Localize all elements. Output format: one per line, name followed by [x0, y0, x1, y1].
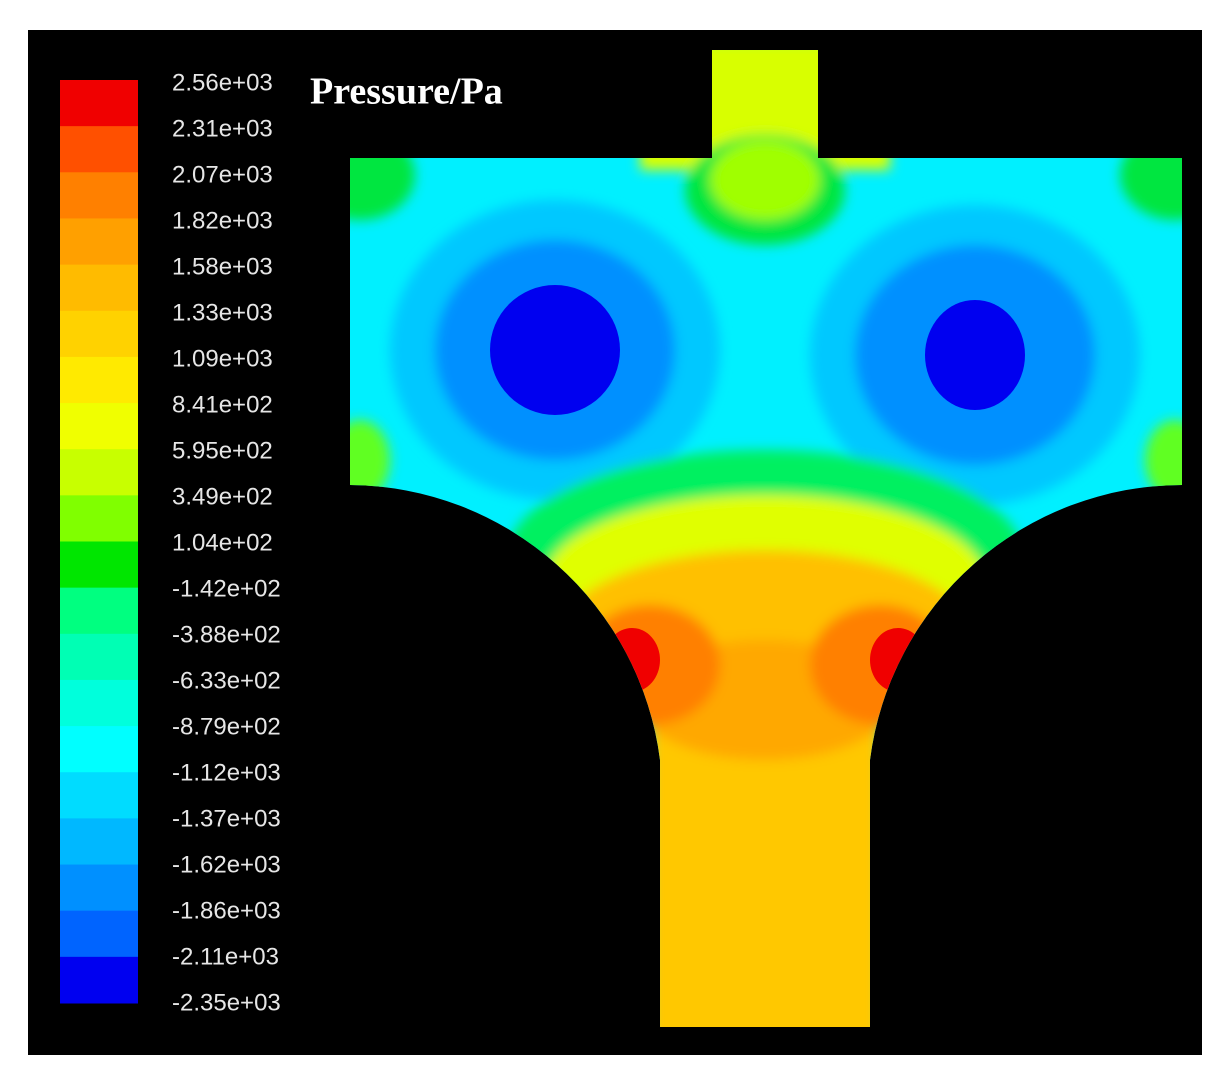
colorbar-band — [60, 172, 138, 219]
colorbar-label: 1.82e+03 — [172, 207, 273, 234]
colorbar-band — [60, 264, 138, 312]
colorbar-label: -1.12e+03 — [172, 759, 281, 786]
colorbar-label: -1.37e+03 — [172, 805, 281, 832]
colorbar-band — [60, 356, 138, 404]
colorbar-label: 1.33e+03 — [172, 299, 273, 326]
colorbar-band — [60, 633, 138, 681]
colorbar-band — [60, 818, 138, 866]
colorbar-band — [60, 218, 138, 266]
colorbar-band — [60, 80, 138, 127]
title: Pressure/Pa — [310, 71, 503, 113]
colorbar-band — [60, 726, 138, 773]
colorbar-label: -2.35e+03 — [172, 989, 281, 1016]
colorbar-band — [60, 126, 138, 173]
colorbar-band — [60, 864, 138, 912]
colorbar-label: 3.49e+02 — [172, 483, 273, 510]
colorbar-band — [60, 587, 138, 635]
colorbar-label: 8.41e+02 — [172, 391, 273, 418]
colorbar-label: -1.42e+02 — [172, 575, 281, 602]
colorbar-band — [60, 495, 138, 542]
colorbar-label: -8.79e+02 — [172, 713, 281, 740]
colorbar-band — [60, 541, 138, 589]
colorbar-label: -3.88e+02 — [172, 621, 281, 648]
colorbar-band — [60, 679, 138, 727]
colorbar-label: 2.07e+03 — [172, 161, 273, 188]
colorbar-label: 1.09e+03 — [172, 345, 273, 372]
colorbar-band — [60, 449, 138, 496]
colorbar-label: 1.04e+02 — [172, 529, 273, 556]
colorbar-band — [60, 956, 138, 1004]
colorbar-band — [60, 772, 138, 819]
colorbar-band — [60, 910, 138, 958]
colorbar-label: 1.58e+03 — [172, 253, 273, 280]
colorbar-label: -1.86e+03 — [172, 897, 281, 924]
colorbar-label: -2.11e+03 — [172, 943, 279, 970]
colorbar-label: -6.33e+02 — [172, 667, 281, 694]
colorbar-label: 2.31e+03 — [172, 115, 273, 142]
colorbar-band — [60, 310, 138, 358]
colorbar-label: -1.62e+03 — [172, 851, 281, 878]
colorbar-label: 2.56e+03 — [172, 69, 273, 96]
colorbar-label: 5.95e+02 — [172, 437, 273, 464]
colorbar: 2.56e+03 2.31e+03 2.07e+03 1.82e+03 1.58e+03… — [60, 69, 281, 1016]
colorbar-band — [60, 403, 138, 450]
